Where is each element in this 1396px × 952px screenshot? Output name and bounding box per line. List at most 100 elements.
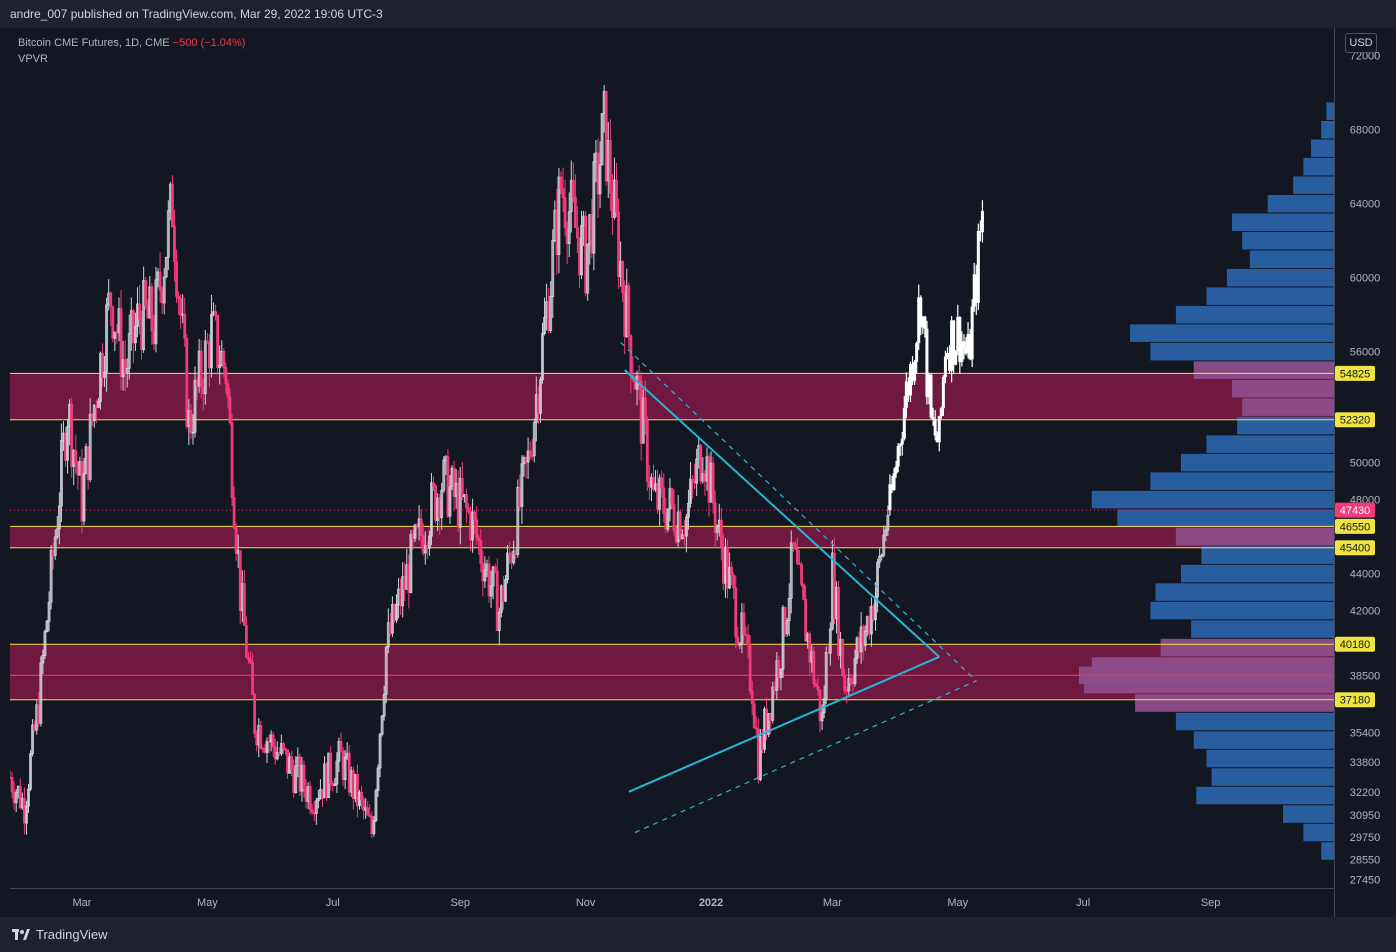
- candle-body: [779, 668, 783, 678]
- price-label-tag: [1335, 540, 1375, 556]
- y-tick-label: 30950: [1350, 810, 1381, 822]
- legend-indicator: VPVR: [18, 53, 48, 65]
- volume-profile-row: [1267, 194, 1334, 213]
- candle-body: [713, 502, 717, 533]
- candle-body: [637, 375, 641, 382]
- chart-area[interactable]: 72000 68000 64000 60000 56000 50000 48000 44000…: [10, 28, 1396, 917]
- candle-body: [738, 643, 742, 646]
- tradingview-brand: TradingView: [36, 927, 108, 942]
- projection-candle: [956, 317, 960, 352]
- price-label-tag: [1335, 412, 1375, 428]
- projection-candle: [939, 408, 943, 417]
- y-tick-label: 60000: [1350, 273, 1381, 285]
- candle-body: [592, 161, 596, 254]
- chart-legend: Bitcoin CME Futures, 1D, CME −500 (−1.04…: [18, 35, 245, 67]
- x-tick-label: May: [197, 897, 218, 909]
- volume-profile-row: [1242, 398, 1334, 416]
- y-tick-label: 38500: [1350, 670, 1381, 682]
- candle-body: [495, 570, 499, 631]
- candle-body: [18, 785, 22, 809]
- candle-body: [793, 543, 797, 550]
- candle-body: [808, 633, 812, 663]
- candle-body: [719, 519, 723, 548]
- candle-body: [191, 431, 195, 434]
- candle-body: [189, 410, 193, 433]
- candle-body: [251, 662, 254, 695]
- publish-header: andre_007 published on TradingView.com, …: [0, 0, 1396, 28]
- candle-body: [506, 552, 509, 580]
- x-tick-label: Nov: [576, 897, 596, 909]
- volume-profile-row: [1181, 453, 1334, 472]
- candle-body: [366, 807, 370, 816]
- candle-body: [604, 90, 608, 182]
- candle-body: [643, 397, 647, 422]
- currency-button[interactable]: USD: [1345, 33, 1377, 53]
- x-tick-label: Sep: [450, 897, 470, 909]
- tradingview-logo-icon: [12, 928, 30, 940]
- candle-body: [874, 596, 877, 621]
- candle-body: [818, 689, 822, 722]
- candle-body: [421, 535, 425, 554]
- volume-profile-row: [1293, 176, 1334, 194]
- candle-body: [378, 733, 382, 769]
- volume-profile-row: [1117, 509, 1334, 527]
- publish-text: andre_007 published on TradingView.com, …: [10, 7, 383, 21]
- candle-body: [785, 620, 789, 635]
- candle-body: [409, 533, 413, 593]
- candle-body: [629, 335, 633, 377]
- price-label-text: 52320: [1340, 415, 1371, 427]
- candle-body: [798, 563, 801, 566]
- candle-body: [226, 383, 230, 398]
- candle-body: [265, 740, 269, 753]
- projection-candle: [911, 364, 915, 381]
- candle-body: [814, 683, 818, 687]
- candle-body: [615, 179, 618, 213]
- candle-body: [310, 809, 314, 813]
- candle-body: [512, 550, 516, 564]
- channel-trendline: [634, 680, 977, 834]
- candle-body: [228, 396, 232, 424]
- y-tick-label: 42000: [1350, 606, 1381, 618]
- candle-body: [179, 298, 183, 316]
- projection-candle: [933, 419, 937, 436]
- candle-body: [290, 756, 294, 770]
- candle-body: [259, 724, 263, 749]
- candle-body: [308, 786, 312, 811]
- candle-body: [880, 554, 884, 557]
- projection-candle: [925, 328, 929, 398]
- candle-body: [824, 652, 828, 700]
- y-tick-label: 72000: [1350, 51, 1381, 63]
- projection-candle: [966, 334, 970, 354]
- candle-body: [734, 587, 738, 638]
- y-tick-label: 35400: [1350, 728, 1381, 740]
- candle-body: [154, 279, 158, 345]
- price-label-text: 54825: [1340, 368, 1371, 380]
- candle-body: [177, 295, 180, 300]
- candle-body: [645, 420, 649, 482]
- channel-trendline: [620, 341, 977, 682]
- candle-body: [532, 422, 536, 457]
- candle-body: [82, 473, 86, 522]
- candle-body: [29, 753, 32, 790]
- triangle-trendline: [624, 369, 940, 658]
- volume-profile-row: [1249, 250, 1334, 268]
- price-label-text: 46550: [1340, 521, 1371, 533]
- projection-candle: [898, 444, 902, 446]
- projection-candle: [941, 376, 945, 409]
- candle-body: [43, 631, 47, 656]
- projection-candle: [943, 356, 947, 377]
- volume-profile-row: [1155, 583, 1334, 601]
- tradingview-logo[interactable]: TradingView: [12, 927, 108, 942]
- candle-body: [214, 311, 217, 316]
- volume-profile-row: [1191, 620, 1334, 638]
- candle-body: [173, 226, 176, 263]
- price-chart[interactable]: 7200068000640006000056000500004800044000…: [10, 28, 1396, 917]
- projection-candle: [902, 407, 906, 439]
- candle-body: [497, 611, 501, 631]
- volume-profile-row: [1321, 120, 1334, 139]
- candle-body: [617, 211, 620, 277]
- candle-body: [833, 552, 836, 620]
- volume-profile-row: [1226, 268, 1334, 287]
- candle-body: [376, 767, 380, 792]
- candle-body: [847, 678, 851, 692]
